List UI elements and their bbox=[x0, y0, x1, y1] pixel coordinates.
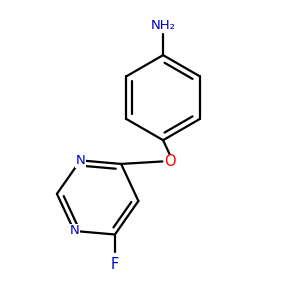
Text: O: O bbox=[164, 154, 176, 169]
Text: N: N bbox=[69, 224, 79, 237]
Text: NH₂: NH₂ bbox=[151, 19, 175, 32]
Text: N: N bbox=[76, 154, 85, 167]
Text: F: F bbox=[111, 257, 119, 272]
